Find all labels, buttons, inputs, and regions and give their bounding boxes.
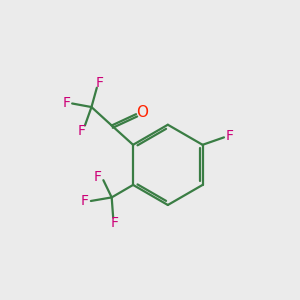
Text: F: F — [94, 169, 102, 184]
Text: F: F — [111, 216, 119, 230]
Text: F: F — [226, 129, 234, 143]
Text: F: F — [63, 96, 71, 110]
Text: F: F — [95, 76, 103, 90]
Text: O: O — [136, 105, 148, 120]
Text: F: F — [77, 124, 86, 138]
Text: F: F — [81, 194, 89, 208]
